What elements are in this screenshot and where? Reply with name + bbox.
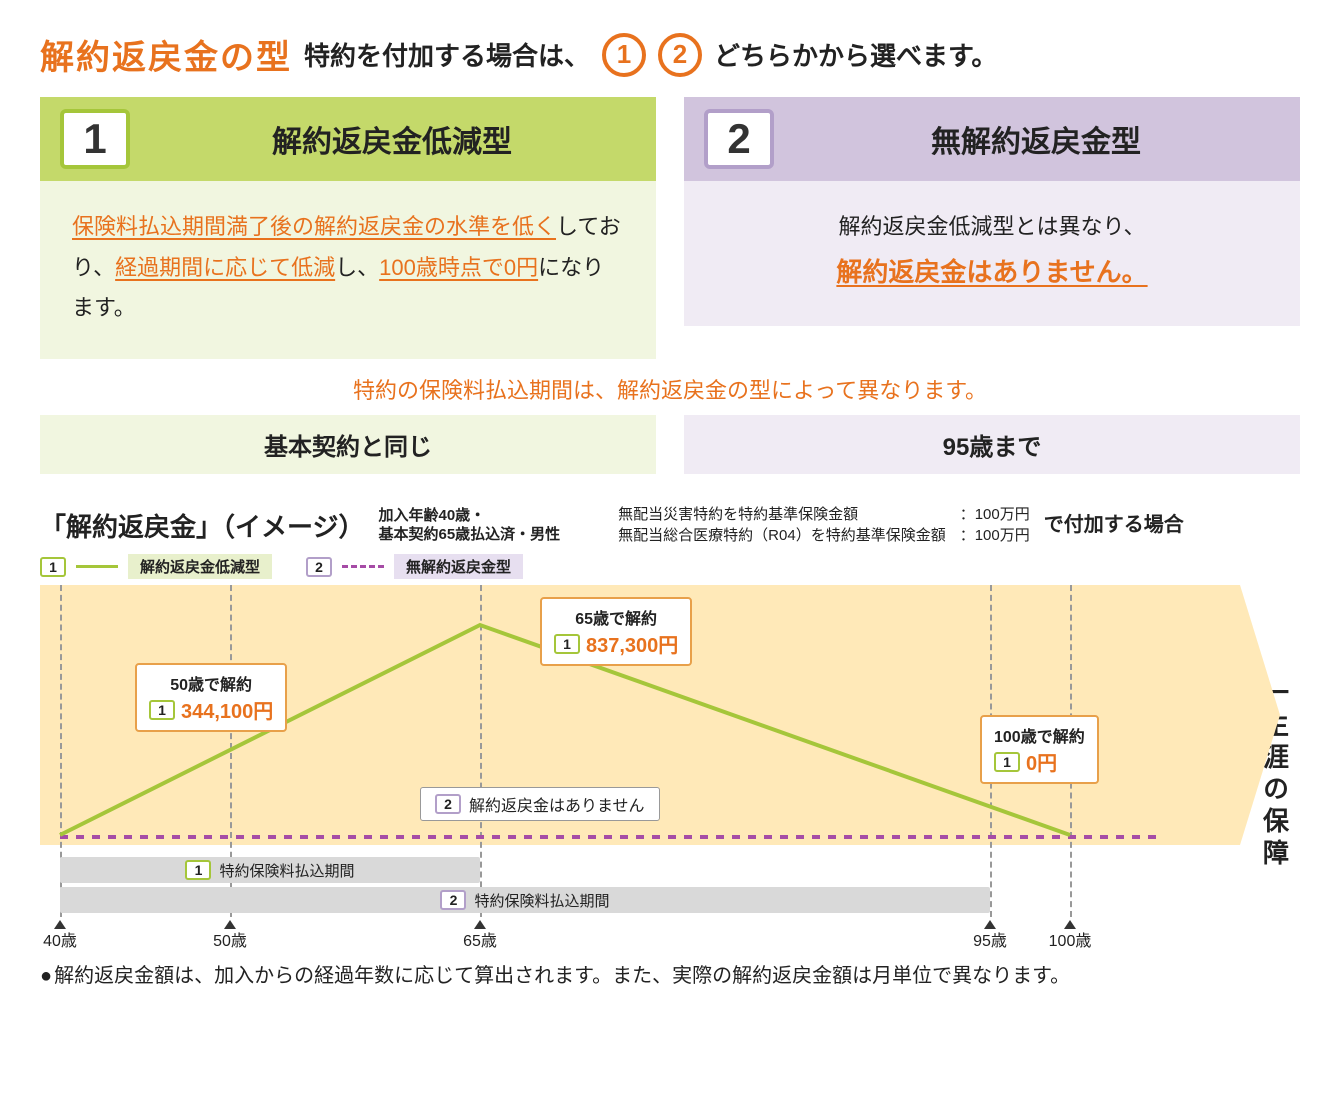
- badge-1-icon: 1: [554, 634, 580, 654]
- header-lead-1: 特約を付加する場合は、: [304, 36, 590, 73]
- option-2-header: 2 無解約返戻金型: [684, 97, 1300, 181]
- payment-bar-1: 1 特約保険料払込期間: [60, 857, 480, 883]
- chart-subtitle: 加入年齢40歳・ 基本契約65歳払込済・男性: [378, 506, 560, 545]
- page-title: 解約返戻金の型: [40, 30, 292, 79]
- opt1-seg1: 保険料払込期間満了後の解約返戻金の水準を低く: [72, 214, 556, 239]
- option-2: 2 無解約返戻金型 解約返戻金低減型とは異なり、 解約返戻金はありません。: [684, 97, 1300, 359]
- payment-bar-1-label: 特約保険料払込期間: [219, 860, 354, 881]
- badge-1-icon: 1: [185, 860, 211, 880]
- mid-note: 特約の保険料払込期間は、解約返戻金の型によって異なります。: [40, 373, 1300, 405]
- chart-right-v1: ：100万円: [960, 506, 1030, 523]
- chart-right-v2: ：100万円: [960, 527, 1030, 544]
- callout-50-value: 344,100円: [181, 695, 273, 724]
- chart-title: 「解約返戻金」（イメージ）: [40, 507, 364, 544]
- callout-100: 100歳で解約 1 0円: [980, 715, 1099, 784]
- option-2-number: 2: [704, 109, 774, 169]
- badge-1-icon: 1: [149, 700, 175, 720]
- badge-1-icon: 1: [994, 752, 1020, 772]
- opt1-seg3: 経過期間に応じて低減: [115, 255, 335, 280]
- axis-label: 40歳: [43, 927, 77, 951]
- option-1-title: 解約返戻金低減型: [148, 117, 636, 161]
- header-lead-2: どちらかから選べます。: [714, 36, 997, 73]
- chart-right-l2: 無配当総合医療特約（R04）を特約基準保険金額: [618, 527, 946, 544]
- legend-badge-1: 1: [40, 557, 66, 577]
- chart-right-tail: で付加する場合: [1044, 511, 1184, 539]
- callout-65-value: 837,300円: [586, 629, 678, 658]
- chart-header: 「解約返戻金」（イメージ） 加入年齢40歳・ 基本契約65歳払込済・男性 無配当…: [40, 504, 1300, 546]
- legend-line-2: [342, 565, 384, 568]
- payment-bar-2-label: 特約保険料払込期間: [474, 890, 609, 911]
- axis-label: 65歳: [463, 927, 497, 951]
- chart-legend: 1 解約返戻金低減型 2 無解約返戻金型: [40, 554, 1300, 579]
- chart-right-vals: ：100万円 ：100万円: [960, 504, 1030, 546]
- header: 解約返戻金の型 特約を付加する場合は、 1 2 どちらかから選べます。: [40, 30, 1300, 79]
- period-opt2: 95歳まで: [684, 415, 1300, 474]
- callout-50: 50歳で解約 1 344,100円: [135, 663, 287, 732]
- opt1-seg5: 100歳時点で0円: [379, 255, 538, 280]
- opt2-line2: 解約返戻金はありません。: [716, 248, 1268, 296]
- period-row: 基本契約と同じ 95歳まで: [40, 415, 1300, 474]
- option-1-header: 1 解約返戻金低減型: [40, 97, 656, 181]
- legend-label-1: 解約返戻金低減型: [128, 554, 272, 579]
- chart-box: 40歳50歳65歳95歳100歳50歳で解約1344,100円65歳で解約183…: [40, 585, 1240, 945]
- option-2-body: 解約返戻金低減型とは異なり、 解約返戻金はありません。: [684, 181, 1300, 326]
- chart-right-block: 無配当災害特約を特約基準保険金額 無配当総合医療特約（R04）を特約基準保険金額: [618, 504, 946, 546]
- badge-2-icon: 2: [440, 890, 466, 910]
- axis-label: 95歳: [973, 927, 1007, 951]
- badge-2-icon: 2: [435, 794, 461, 814]
- callout-no-refund: 2 解約返戻金はありません: [420, 787, 660, 821]
- callout-65: 65歳で解約 1 837,300円: [540, 597, 692, 666]
- chart-arrow-icon: [1240, 585, 1280, 845]
- chart-wrap: 40歳50歳65歳95歳100歳50歳で解約1344,100円65歳で解約183…: [40, 585, 1300, 945]
- option-2-title: 無解約返戻金型: [792, 117, 1280, 161]
- callout-65-head: 65歳で解約: [554, 605, 678, 629]
- opt2-line1: 解約返戻金低減型とは異なり、: [716, 207, 1268, 248]
- footnote: 解約返戻金額は、加入からの経過年数に応じて算出されます。また、実際の解約返戻金額…: [40, 959, 1300, 988]
- option-1-body: 保険料払込期間満了後の解約返戻金の水準を低くしており、経過期間に応じて低減し、1…: [40, 181, 656, 359]
- legend-label-2: 無解約返戻金型: [394, 554, 523, 579]
- option-1-number: 1: [60, 109, 130, 169]
- payment-bar-2: 2 特約保険料払込期間: [60, 887, 990, 913]
- callout-no-refund-text: 解約返戻金はありません: [469, 792, 645, 816]
- axis-label: 100歳: [1049, 927, 1092, 951]
- option-1: 1 解約返戻金低減型 保険料払込期間満了後の解約返戻金の水準を低くしており、経過…: [40, 97, 656, 359]
- legend-line-1: [76, 565, 118, 568]
- options-row: 1 解約返戻金低減型 保険料払込期間満了後の解約返戻金の水準を低くしており、経過…: [40, 97, 1300, 359]
- opt1-seg4: し、: [335, 255, 379, 280]
- period-opt1: 基本契約と同じ: [40, 415, 656, 474]
- chart-right-l1: 無配当災害特約を特約基準保険金額: [618, 506, 858, 523]
- chart-sub-l2: 基本契約65歳払込済・男性: [378, 526, 560, 543]
- chart-sub-l1: 加入年齢40歳・: [378, 507, 485, 524]
- header-badge-2: 2: [658, 33, 702, 77]
- header-badge-1: 1: [602, 33, 646, 77]
- callout-100-head: 100歳で解約: [994, 723, 1085, 747]
- callout-50-head: 50歳で解約: [149, 671, 273, 695]
- axis-label: 50歳: [213, 927, 247, 951]
- callout-100-value: 0円: [1026, 747, 1057, 776]
- legend-badge-2: 2: [306, 557, 332, 577]
